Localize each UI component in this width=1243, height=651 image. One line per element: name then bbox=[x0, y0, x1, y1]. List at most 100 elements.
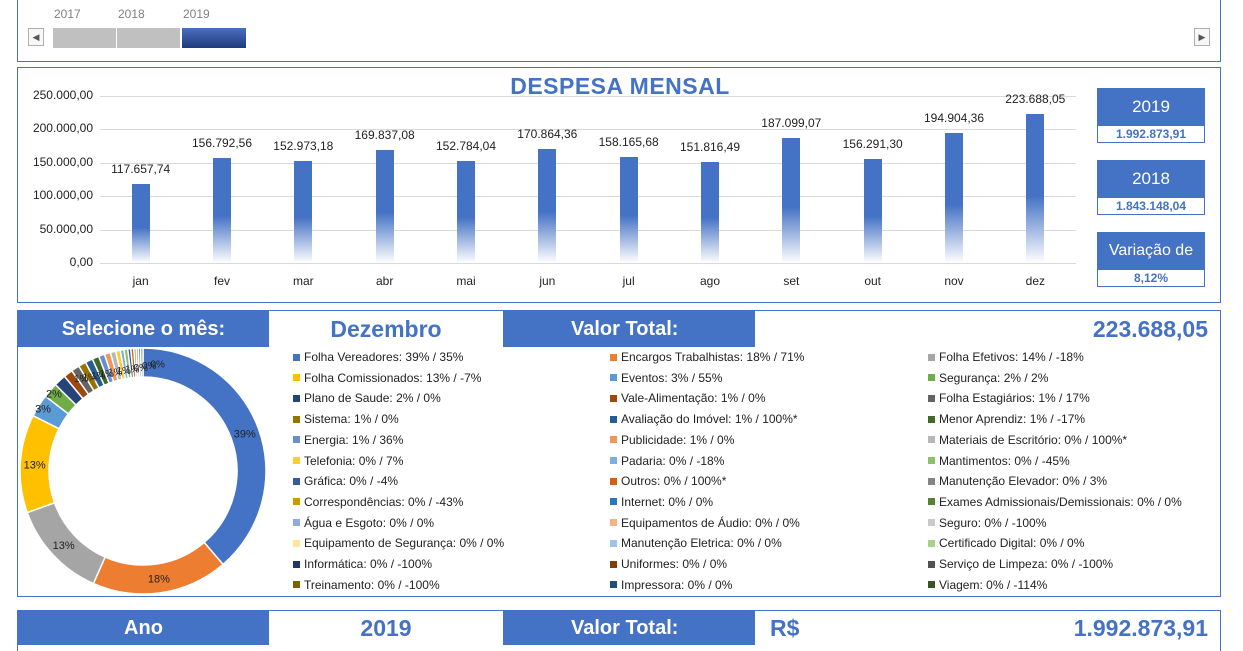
y-tick-label: 50.000,00 bbox=[39, 221, 93, 236]
legend-swatch bbox=[610, 374, 617, 382]
expense-donut-chart: 39%18%13%13%3%2%1%1%1%1%1%1%1%0%0%0% bbox=[19, 347, 267, 595]
legend-swatch bbox=[928, 539, 935, 547]
gridline bbox=[100, 162, 1076, 164]
legend-item: Energia: 1% / 36% bbox=[293, 433, 403, 447]
bar-nov[interactable] bbox=[945, 132, 963, 263]
legend-item: Uniformes: 0% / 0% bbox=[610, 557, 727, 571]
legend-label: Folha Vereadores: 39% / 35% bbox=[304, 350, 464, 364]
timeline-segment-2018[interactable] bbox=[117, 28, 180, 48]
bar-set[interactable] bbox=[782, 138, 801, 263]
scroll-right-button[interactable]: ▶ bbox=[1194, 28, 1210, 46]
bar-jul[interactable] bbox=[619, 157, 638, 263]
bar-data-label: 152.973,18 bbox=[273, 138, 334, 153]
bar-data-label: 156.792,56 bbox=[191, 136, 253, 151]
y-tick-label: 250.000,00 bbox=[32, 88, 93, 102]
bar-ago[interactable] bbox=[701, 161, 719, 263]
legend-label: Certificado Digital: 0% / 0% bbox=[939, 536, 1085, 551]
legend-label: Energia: 1% / 36% bbox=[304, 432, 404, 447]
year-total-value: 1.992.873,91 bbox=[850, 611, 1220, 645]
legend-item: Folha Vereadores: 39% / 35% bbox=[293, 350, 463, 364]
legend-swatch bbox=[928, 457, 935, 464]
bar-mar[interactable] bbox=[294, 160, 313, 263]
bar-data-label: 170.864,36 bbox=[517, 126, 578, 141]
timeline-segment-2019[interactable] bbox=[182, 28, 246, 48]
expense-breakdown-panel: 39% 18% 13% 13% 3% 2% 1% 1% 1% 1% 1% 1% 1% 0% 0% 0% Fol… bbox=[17, 346, 1221, 597]
legend-swatch bbox=[610, 415, 617, 423]
legend-label: Água e Esgoto: 0% / 0% bbox=[304, 515, 435, 530]
legend-label: Eventos: 3% / 55% bbox=[621, 370, 723, 385]
bar-jun[interactable] bbox=[538, 148, 557, 263]
year-selector[interactable]: 2019 bbox=[269, 611, 503, 645]
legend-label: Materiais de Escritório: 0% / 100%* bbox=[939, 432, 1128, 447]
legend-label: Serviço de Limpeza: 0% / -100% bbox=[939, 557, 1114, 571]
card-2019-header: 2019 bbox=[1097, 88, 1205, 126]
bar-fev[interactable] bbox=[213, 158, 231, 263]
legend-swatch bbox=[610, 539, 617, 547]
timeline-year-label: 2017 bbox=[54, 7, 81, 21]
legend-swatch bbox=[293, 394, 300, 402]
legend-item: Eventos: 3% / 55% bbox=[610, 371, 722, 385]
x-tick-label: out bbox=[864, 274, 881, 288]
y-tick-label: 200.000,00 bbox=[32, 121, 93, 136]
legend-item: Materiais de Escritório: 0% / 100%* bbox=[928, 433, 1127, 447]
x-tick-label: jan bbox=[132, 274, 149, 288]
card-variation-value: 8,12% bbox=[1097, 269, 1205, 287]
scroll-left-button[interactable]: ◀ bbox=[28, 28, 44, 46]
donut-small-label: 1% bbox=[100, 369, 115, 380]
legend-label: Correspondências: 0% / -43% bbox=[304, 494, 464, 509]
donut-slice-label: 13% bbox=[24, 459, 46, 471]
legend-item: Seguro: 0% / -100% bbox=[928, 516, 1046, 530]
legend-label: Plano de Saude: 2% / 0% bbox=[304, 391, 441, 406]
legend-label: Internet: 0% / 0% bbox=[621, 494, 714, 509]
timeline-segment-2017[interactable] bbox=[53, 28, 116, 48]
legend-item: Informática: 0% / -100% bbox=[293, 557, 432, 571]
legend-label: Informática: 0% / -100% bbox=[304, 557, 433, 571]
bar-data-label: 156.291,30 bbox=[842, 136, 903, 151]
timeline-slicer: 2017 2018 2019 ◀ ▶ bbox=[17, 0, 1221, 62]
bar-data-label: 194.904,36 bbox=[923, 110, 985, 125]
bar-abr[interactable] bbox=[375, 149, 394, 263]
y-tick-label: 150.000,00 bbox=[32, 154, 93, 169]
donut-small-label: 0% bbox=[151, 360, 166, 371]
month-selector[interactable]: Dezembro bbox=[269, 311, 503, 347]
gridline bbox=[100, 96, 1076, 97]
legend-item: Internet: 0% / 0% bbox=[610, 495, 713, 509]
legend-item: Folha Comissionados: 13% / -7% bbox=[293, 371, 481, 385]
legend-label: Manutenção Eletrica: 0% / 0% bbox=[621, 536, 782, 551]
donut-slice[interactable] bbox=[139, 347, 144, 378]
legend-label: Manutenção Elevador: 0% / 3% bbox=[939, 474, 1108, 489]
legend-item: Folha Efetivos: 14% / -18% bbox=[928, 350, 1084, 364]
legend-swatch bbox=[928, 436, 935, 444]
bar-mai[interactable] bbox=[457, 160, 475, 263]
bar-out[interactable] bbox=[863, 158, 882, 263]
month-header-row: Selecione o mês: Dezembro Valor Total: 2… bbox=[17, 310, 1221, 347]
bar-data-label: 169.837,08 bbox=[354, 127, 415, 142]
donut-small-label: 1% bbox=[117, 366, 132, 377]
bar-dez[interactable] bbox=[1026, 113, 1045, 263]
legend-item: Treinamento: 0% / -100% bbox=[293, 578, 440, 592]
legend-item: Folha Estagiários: 1% / 17% bbox=[928, 391, 1090, 405]
legend-label: Seguro: 0% / -100% bbox=[939, 515, 1047, 530]
select-month-label: Selecione o mês: bbox=[18, 311, 269, 347]
bar-jan[interactable] bbox=[131, 184, 150, 263]
gridline bbox=[100, 196, 1076, 198]
donut-slice[interactable] bbox=[92, 541, 225, 595]
legend-swatch bbox=[928, 519, 935, 527]
legend-item: Telefonia: 0% / 7% bbox=[293, 454, 403, 468]
card-2018-value: 1.843.148,04 bbox=[1097, 197, 1205, 215]
legend-label: Gráfica: 0% / -4% bbox=[304, 474, 399, 489]
legend-item: Certificado Digital: 0% / 0% bbox=[928, 536, 1084, 550]
bar-data-label: 158.165,68 bbox=[598, 135, 659, 150]
legend-label: Uniformes: 0% / 0% bbox=[621, 557, 728, 571]
legend-label: Viagem: 0% / -114% bbox=[939, 577, 1048, 592]
legend-item: Avaliação do Imóvel: 1% / 100%* bbox=[610, 412, 798, 426]
legend-label: Menor Aprendiz: 1% / -17% bbox=[939, 412, 1086, 427]
donut-small-label: 0% bbox=[134, 363, 149, 374]
legend-swatch bbox=[293, 353, 300, 361]
year-label: Ano bbox=[18, 611, 269, 645]
legend-label: Sistema: 1% / 0% bbox=[304, 412, 399, 427]
donut-small-label: 0% bbox=[142, 361, 157, 372]
donut-slice[interactable] bbox=[142, 347, 267, 566]
donut-slice-label: 18% bbox=[148, 573, 170, 585]
donut-small-label: 1% bbox=[83, 372, 98, 383]
